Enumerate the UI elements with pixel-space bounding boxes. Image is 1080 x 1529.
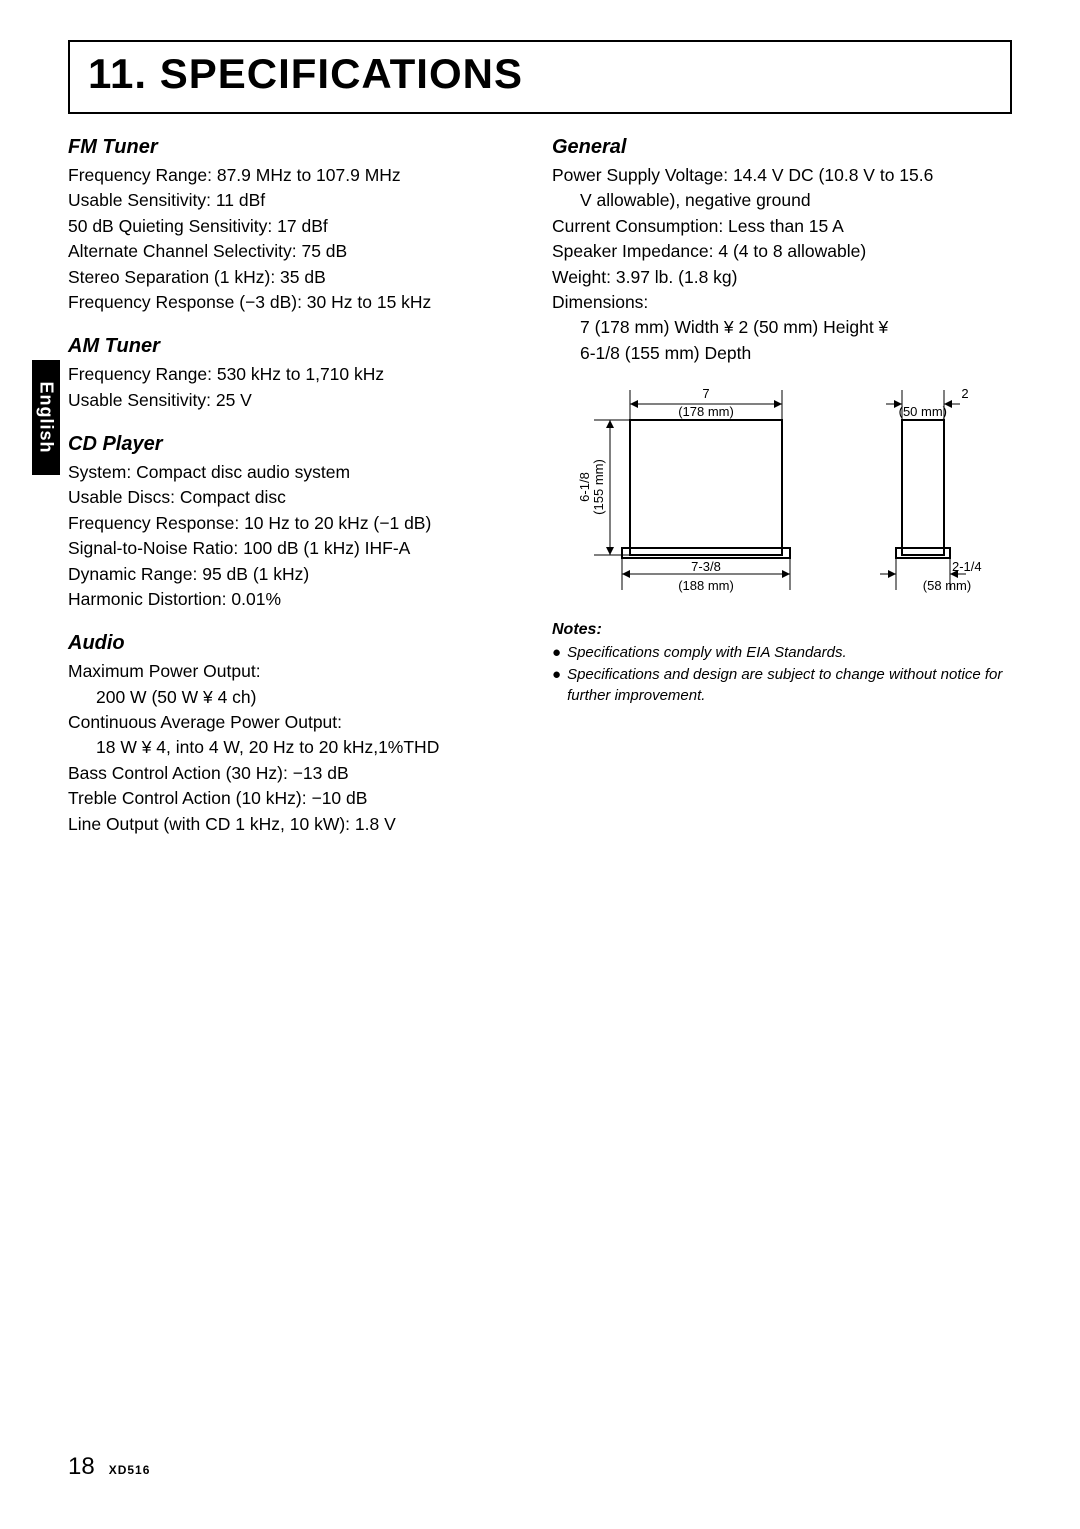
title-box: 11. SPECIFICATIONS xyxy=(68,40,1012,114)
general-block: General Power Supply Voltage: 14.4 V DC … xyxy=(552,136,1012,366)
am-tuner-head: AM Tuner xyxy=(68,335,528,358)
spec-line: V allowable), negative ground xyxy=(552,188,1012,213)
page-title: 11. SPECIFICATIONS xyxy=(88,50,992,98)
spec-line: Continuous Average Power Output: xyxy=(68,710,528,735)
cd-player-block: CD Player System: Compact disc audio sys… xyxy=(68,433,528,612)
spec-line: 7 (178 mm) Width ¥ 2 (50 mm) Height ¥ xyxy=(552,315,1012,340)
spec-line: Speaker Impedance: 4 (4 to 8 allowable) xyxy=(552,239,1012,264)
cd-player-head: CD Player xyxy=(68,433,528,456)
note-text: Specifications and design are subject to… xyxy=(567,665,1012,706)
dim-bot-in: 7-3/8 xyxy=(691,559,721,574)
dim-top-in: 7 xyxy=(702,386,709,401)
spec-line: Frequency Response: 10 Hz to 20 kHz (−1 … xyxy=(68,511,528,536)
dim-side-top-in: 2 xyxy=(961,386,968,401)
model-code: XD516 xyxy=(109,1463,151,1477)
dim-side-top-mm: (50 mm) xyxy=(899,404,947,419)
spec-line: Alternate Channel Selectivity: 75 dB xyxy=(68,239,528,264)
audio-block: Audio Maximum Power Output: 200 W (50 W … xyxy=(68,632,528,837)
am-tuner-block: AM Tuner Frequency Range: 530 kHz to 1,7… xyxy=(68,335,528,413)
bullet-icon: ● xyxy=(552,665,561,706)
right-column: General Power Supply Voltage: 14.4 V DC … xyxy=(552,132,1012,857)
fm-tuner-block: FM Tuner Frequency Range: 87.9 MHz to 10… xyxy=(68,136,528,315)
dim-left-in: 6-1/8 xyxy=(577,472,592,502)
page-footer: 18 XD516 xyxy=(68,1453,150,1481)
spec-line: Signal-to-Noise Ratio: 100 dB (1 kHz) IH… xyxy=(68,536,528,561)
left-column: FM Tuner Frequency Range: 87.9 MHz to 10… xyxy=(68,132,528,857)
spec-line: Frequency Range: 87.9 MHz to 107.9 MHz xyxy=(68,163,528,188)
spec-line: Current Consumption: Less than 15 A xyxy=(552,214,1012,239)
spec-line: 200 W (50 W ¥ 4 ch) xyxy=(68,685,528,710)
spec-line: Harmonic Distortion: 0.01% xyxy=(68,587,528,612)
note-item: ● Specifications comply with EIA Standar… xyxy=(552,643,1012,663)
spec-line: Maximum Power Output: xyxy=(68,659,528,684)
audio-head: Audio xyxy=(68,632,528,655)
bullet-icon: ● xyxy=(552,643,561,663)
language-tab: English xyxy=(32,360,60,475)
general-head: General xyxy=(552,136,1012,159)
spec-line: Stereo Separation (1 kHz): 35 dB xyxy=(68,265,528,290)
spec-line: Usable Discs: Compact disc xyxy=(68,485,528,510)
spec-line: System: Compact disc audio system xyxy=(68,460,528,485)
front-view-diagram: 7 (178 mm) 6-1/8 (155 mm) xyxy=(572,380,822,605)
spec-line: Weight: 3.97 lb. (1.8 kg) xyxy=(552,265,1012,290)
dim-bot-mm: (188 mm) xyxy=(678,578,734,593)
spec-line: Bass Control Action (30 Hz): −13 dB xyxy=(68,761,528,786)
spec-line: Dimensions: xyxy=(552,290,1012,315)
fm-tuner-head: FM Tuner xyxy=(68,136,528,159)
spec-line: Frequency Range: 530 kHz to 1,710 kHz xyxy=(68,362,528,387)
dimensions-diagram: 7 (178 mm) 6-1/8 (155 mm) xyxy=(552,380,1012,605)
spec-line: Dynamic Range: 95 dB (1 kHz) xyxy=(68,562,528,587)
dim-side-bot-in: 2-1/4 xyxy=(952,559,982,574)
page-number: 18 xyxy=(68,1453,95,1481)
spec-line: 18 W ¥ 4, into 4 W, 20 Hz to 20 kHz,1%TH… xyxy=(68,735,528,760)
content-columns: FM Tuner Frequency Range: 87.9 MHz to 10… xyxy=(68,132,1012,857)
note-text: Specifications comply with EIA Standards… xyxy=(567,643,847,663)
dim-left-mm: (155 mm) xyxy=(591,459,606,515)
spec-line: Power Supply Voltage: 14.4 V DC (10.8 V … xyxy=(552,163,1012,188)
note-item: ● Specifications and design are subject … xyxy=(552,665,1012,706)
language-tab-text: English xyxy=(36,381,57,453)
side-view-diagram: 2 (50 mm) 2-1/4 (58 mm) xyxy=(872,380,972,605)
dim-side-bot-mm: (58 mm) xyxy=(923,578,971,593)
dim-top-mm: (178 mm) xyxy=(678,404,734,419)
spec-line: 50 dB Quieting Sensitivity: 17 dBf xyxy=(68,214,528,239)
spec-line: Treble Control Action (10 kHz): −10 dB xyxy=(68,786,528,811)
notes-head: Notes: xyxy=(552,621,1012,639)
spec-line: 6-1/8 (155 mm) Depth xyxy=(552,341,1012,366)
notes-block: Notes: ● Specifications comply with EIA … xyxy=(552,621,1012,706)
spec-line: Usable Sensitivity: 25 V xyxy=(68,388,528,413)
spec-line: Frequency Response (−3 dB): 30 Hz to 15 … xyxy=(68,290,528,315)
spec-line: Usable Sensitivity: 11 dBf xyxy=(68,188,528,213)
spec-line: Line Output (with CD 1 kHz, 10 kW): 1.8 … xyxy=(68,812,528,837)
